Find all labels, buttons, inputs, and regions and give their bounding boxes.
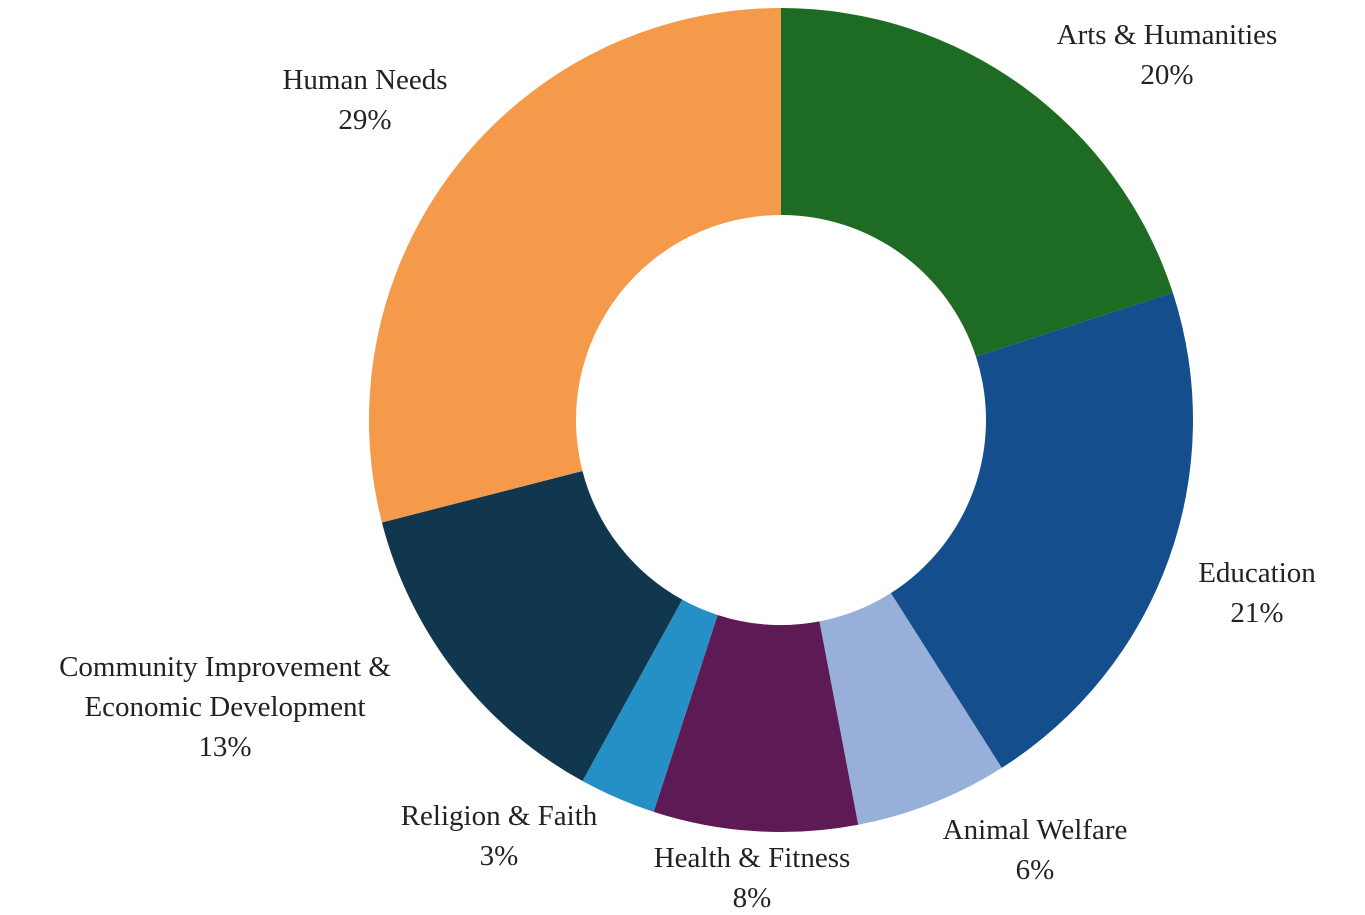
category-name: Health & Fitness xyxy=(653,842,851,874)
value-label: 6% xyxy=(1015,854,1055,886)
value-label: 13% xyxy=(198,731,252,763)
slice-label: Arts & Humanities 20% xyxy=(1017,15,1317,95)
category-name: Human Needs xyxy=(282,64,448,96)
value-label: 8% xyxy=(732,882,772,914)
slice-label: Religion & Faith 3% xyxy=(369,796,629,876)
slice-label: Animal Welfare 6% xyxy=(905,810,1165,890)
category-name: Animal Welfare xyxy=(942,814,1128,846)
donut-slice xyxy=(582,599,718,812)
value-label: 29% xyxy=(338,104,392,136)
category-name: Community Improvement & Economic Develop… xyxy=(59,651,391,723)
value-label: 3% xyxy=(479,840,519,872)
category-name: Arts & Humanities xyxy=(1056,19,1278,51)
slice-label: Health & Fitness 8% xyxy=(612,838,892,915)
category-name: Religion & Faith xyxy=(400,800,598,832)
category-name: Education xyxy=(1198,557,1316,589)
donut-slice xyxy=(819,593,1002,825)
value-label: 21% xyxy=(1230,597,1284,629)
donut-slice xyxy=(653,614,859,832)
slice-label: Community Improvement & Economic Develop… xyxy=(15,647,435,767)
donut-slice xyxy=(781,8,1173,357)
donut-slice xyxy=(890,292,1194,768)
value-label: 20% xyxy=(1140,59,1194,91)
slice-label: Human Needs 29% xyxy=(245,60,485,140)
donut-slice xyxy=(381,470,683,782)
slice-label: Education 21% xyxy=(1157,553,1357,633)
donut-slice xyxy=(369,8,781,523)
